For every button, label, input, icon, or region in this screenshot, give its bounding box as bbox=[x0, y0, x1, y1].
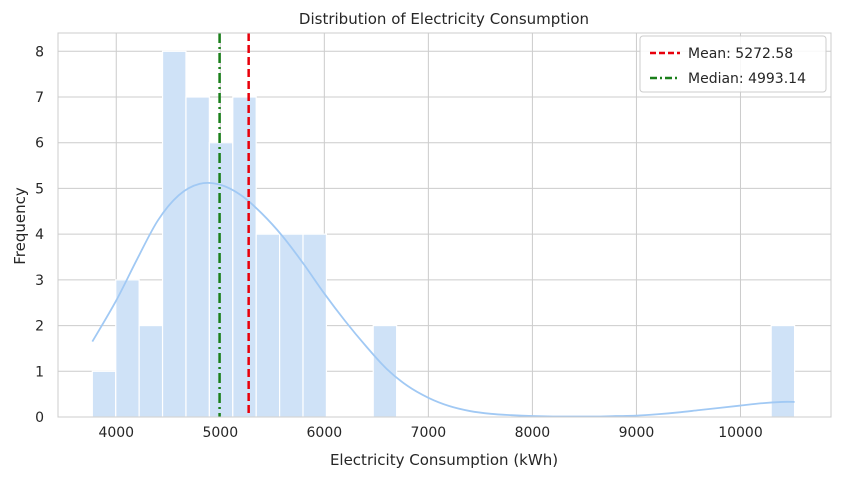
y-tick-label: 5 bbox=[35, 181, 44, 197]
y-tick-label: 2 bbox=[35, 319, 44, 335]
axes-frame bbox=[57, 32, 832, 418]
y-tick-label: 8 bbox=[35, 44, 44, 60]
y-tick-label: 6 bbox=[35, 136, 44, 152]
y-tick-label: 4 bbox=[35, 227, 44, 243]
legend-median-label: Median: 4993.14 bbox=[688, 71, 806, 87]
y-tick-label: 0 bbox=[35, 410, 44, 426]
y-tick-label: 3 bbox=[35, 273, 44, 289]
histogram-bar bbox=[185, 96, 210, 418]
x-tick-label: 9000 bbox=[619, 425, 655, 441]
x-tick-label: 7000 bbox=[411, 425, 447, 441]
x-tick-label: 5000 bbox=[202, 425, 238, 441]
x-tick-labels: 4000 5000 6000 7000 8000 9000 10000 bbox=[98, 425, 762, 441]
y-tick-label: 7 bbox=[35, 90, 44, 106]
x-tick-label: 8000 bbox=[515, 425, 551, 441]
legend: Mean: 5272.58 Median: 4993.14 bbox=[639, 35, 827, 93]
histogram-bar bbox=[115, 279, 140, 418]
histogram-bar bbox=[91, 370, 117, 418]
reference-lines bbox=[218, 33, 250, 417]
y-tick-label: 1 bbox=[35, 364, 44, 380]
y-tick-labels: 0 1 2 3 4 5 6 7 8 bbox=[35, 44, 44, 426]
x-axis-label: Electricity Consumption (kWh) bbox=[330, 451, 558, 469]
histogram-bar bbox=[279, 233, 304, 418]
histogram-bar bbox=[232, 96, 257, 418]
chart-title: Distribution of Electricity Consumption bbox=[299, 10, 589, 28]
kde-curve-group bbox=[91, 181, 795, 418]
legend-mean-label: Mean: 5272.58 bbox=[688, 46, 793, 62]
kde-line bbox=[91, 181, 795, 418]
histogram-bar bbox=[770, 324, 796, 418]
histogram-bar bbox=[255, 233, 281, 418]
x-tick-label: 6000 bbox=[307, 425, 343, 441]
x-tick-label: 4000 bbox=[98, 425, 134, 441]
x-tick-label: 10000 bbox=[718, 425, 763, 441]
histogram-bar bbox=[372, 324, 398, 418]
histogram-bar bbox=[138, 324, 164, 418]
histogram-bar bbox=[302, 233, 328, 418]
histogram-bar bbox=[161, 50, 187, 418]
bars bbox=[91, 50, 796, 418]
legend-box bbox=[639, 35, 827, 93]
y-axis-label: Frequency bbox=[11, 187, 29, 265]
